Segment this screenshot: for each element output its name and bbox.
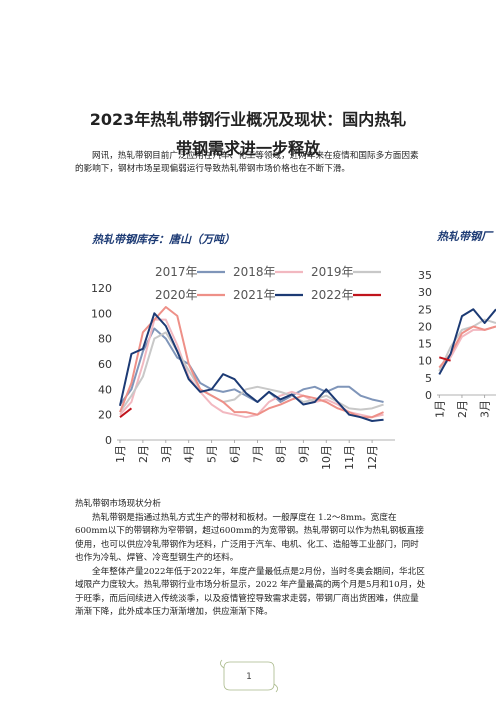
footer-scroll [223,661,275,691]
title: 带钢需求进一步释放 [175,139,320,158]
y-tick-label: 60 [98,358,112,371]
y-tick-label: 20 [418,320,432,333]
series-line [119,327,384,406]
legend-label: 2020年 [155,288,198,302]
x-tick-label: 7月 [251,445,264,463]
x-tick-label: 4月 [183,445,196,463]
x-tick-label: 2月 [137,445,150,463]
y-tick-label: 25 [418,303,432,316]
x-tick-label: 2月 [456,400,469,418]
paragraph: 热轧带钢是指通过热轧方式生产的带材和板材。一般厚度在 1.2～8mm。宽度在60… [75,513,424,564]
chart-title: 热轧带钢厂 [436,230,494,243]
x-tick-label: 12月 [366,445,379,470]
title: 2023年热轧带钢行业概况及现状：国内热轧 [89,110,407,129]
y-tick-label: 30 [418,286,432,299]
x-tick-label: 8月 [274,445,287,463]
intro: 网讯，热轧带钢目前广泛应用在汽车、化工等领域，近两年来在疫情和国际多方面因素的影… [75,151,419,175]
y-tick-label: 80 [98,333,112,346]
y-tick-label: 20 [98,409,112,422]
x-tick-label: 1月 [433,400,446,418]
y-tick-label: 40 [98,383,112,396]
paragraph: 全年整体产量2022年低于2022年，年度产量最低点是2月份，当时冬奥会期间，华… [75,567,426,618]
series-line [119,331,384,413]
legend-label: 2021年 [233,288,276,302]
series-line [119,318,384,419]
x-tick-label: 3月 [160,445,173,463]
x-tick-label: 5月 [206,445,219,463]
series-line [119,312,384,422]
section-heading: 热轧带钢市场现状分析 [75,499,161,509]
y-tick-label: 120 [91,282,112,295]
y-tick-label: 5 [425,372,432,385]
chart-title: 热轧带钢库存：唐山（万吨） [91,233,235,246]
page-number: 1 [246,672,252,682]
series-line [438,318,496,372]
legend-label: 2019年 [311,265,354,279]
series-line [438,308,496,375]
y-tick-label: 15 [418,338,432,351]
series-line [119,407,133,418]
series-line [438,356,451,362]
legend-label: 2022年 [311,288,354,302]
x-tick-label: 10月 [320,445,333,470]
footer-scroll-curl [220,659,278,693]
series-line [438,325,496,372]
x-tick-label: 1月 [114,445,127,463]
x-tick-label: 6月 [229,445,242,463]
y-tick-label: 0 [425,389,432,402]
y-tick-label: 0 [105,434,112,447]
legend-label: 2017年 [155,265,198,279]
x-tick-label: 11月 [343,445,356,470]
y-tick-label: 100 [91,307,112,320]
legend-label: 2018年 [233,265,276,279]
x-tick-label: 9月 [297,445,310,463]
series-line [119,306,384,419]
y-tick-label: 10 [418,355,432,368]
x-tick-label: 3月 [479,400,492,418]
y-tick-label: 35 [418,269,432,282]
